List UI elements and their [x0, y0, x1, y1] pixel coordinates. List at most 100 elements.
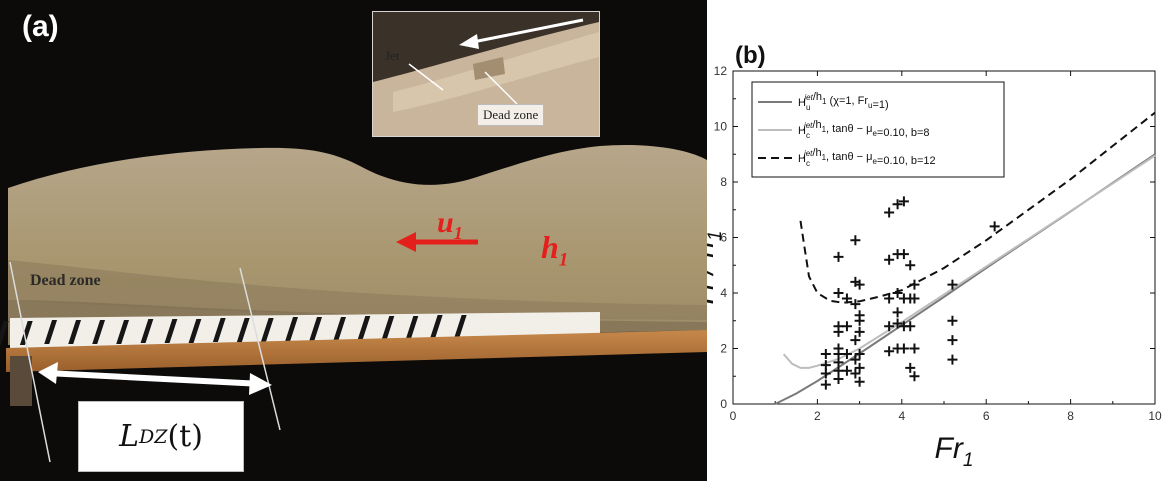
y-tick-label: 8	[720, 175, 727, 189]
channel-wood-edge	[6, 330, 707, 372]
legend-part: , tanθ − μ	[826, 123, 872, 135]
measurement-point	[884, 346, 895, 357]
measurement-point	[820, 349, 831, 360]
chart-axis-labels: Fr1H / h1	[707, 231, 973, 471]
measurement-point	[947, 335, 958, 346]
legend-part: c	[806, 159, 810, 168]
measurement-point	[892, 199, 903, 210]
legend-entry: Hcjet/h1, tanθ − μe=0.10, b=8	[798, 119, 930, 140]
x-tick-label: 2	[814, 409, 821, 423]
measurement-point	[850, 335, 861, 346]
legend-entry: Hcjet/h1, tanθ − μe=0.10, b=12	[798, 147, 936, 168]
depth-label-sub: 1	[558, 249, 569, 271]
legend-part: H	[798, 97, 806, 109]
measurement-point	[850, 354, 861, 365]
measurement-point	[884, 293, 895, 304]
measurement-point	[909, 343, 920, 354]
y-tick-label: 2	[720, 342, 727, 356]
measurement-point	[854, 279, 865, 290]
measurement-point	[892, 288, 903, 298]
measurement-point	[820, 379, 831, 390]
depth-label: h1	[541, 229, 568, 271]
y-tick-label: 12	[714, 64, 728, 78]
legend-part: e	[872, 129, 877, 138]
measurement-point	[833, 251, 844, 262]
chart-markers	[820, 196, 1000, 390]
legend-part: =1)	[872, 99, 888, 111]
x-tick-label: 0	[730, 409, 737, 423]
measurement-point	[841, 365, 852, 376]
measurement-point	[820, 368, 831, 379]
measurement-point	[854, 376, 865, 387]
legend-part: H	[798, 153, 806, 165]
legend-part: H	[798, 125, 806, 137]
legend-part: /h	[812, 119, 821, 131]
ldz-sub: DZ	[139, 425, 168, 448]
flow-photo: Jet Dead zone (a) u1 h1 Dead zone L DZ (t)	[0, 0, 707, 481]
velocity-label-sub: 1	[453, 223, 463, 243]
measurement-point	[854, 349, 865, 360]
legend-part: u	[806, 103, 810, 112]
measurement-point	[854, 362, 865, 373]
measurement-point	[947, 279, 958, 290]
legend-part: , tanθ − μ	[826, 151, 872, 163]
legend-part: /h	[812, 147, 821, 159]
ldz-arrow	[38, 362, 272, 395]
measurement-point	[833, 326, 844, 337]
measurement-point	[905, 362, 916, 373]
measurement-point	[841, 321, 852, 332]
measurement-point	[833, 288, 844, 298]
velocity-label-main: u	[437, 206, 454, 239]
y-axis-label-sub: 1	[707, 231, 726, 242]
measurement-point	[850, 368, 861, 379]
legend-part: c	[806, 131, 810, 140]
x-tick-label: 6	[983, 409, 990, 423]
x-tick-label: 10	[1148, 409, 1162, 423]
series-line-2	[782, 154, 1156, 369]
ldz-main: L	[119, 419, 139, 454]
measurement-point	[898, 343, 909, 354]
legend-part: e	[872, 157, 877, 166]
legend-part: jet	[803, 93, 813, 102]
ruler-marks	[0, 315, 467, 345]
x-axis-label-main: Fr	[935, 432, 964, 465]
y-tick-label: 6	[720, 231, 727, 245]
panel-b-label: (b)	[735, 42, 766, 69]
measurement-point	[892, 307, 903, 318]
ldz-label: L DZ (t)	[78, 401, 244, 472]
measurement-point	[854, 326, 865, 337]
y-tick-label: 0	[720, 397, 727, 411]
chart-axes: 0 2 4 6 8 10 0 2 4 6 8 10 12	[714, 64, 1162, 423]
flow-direction-arrow	[396, 232, 478, 252]
measurement-point	[989, 221, 1000, 232]
measurement-point	[909, 293, 920, 304]
series-line-1	[774, 153, 1156, 405]
legend-part: =0.10, b=8	[877, 127, 930, 139]
x-tick-label: 4	[898, 409, 905, 423]
measurement-point	[850, 235, 861, 246]
measurement-point	[884, 254, 895, 265]
legend-part: jet	[803, 149, 813, 158]
legend-part: 1	[822, 153, 827, 162]
ldz-suffix: (t)	[167, 419, 203, 454]
x-axis-label-sub: 1	[963, 450, 974, 471]
y-tick-label: 10	[714, 120, 728, 134]
legend-part: u	[868, 101, 872, 110]
chart-series	[774, 111, 1156, 405]
measurement-point	[841, 293, 852, 304]
measurement-point	[947, 315, 958, 326]
measurement-point	[898, 196, 909, 207]
measurement-point	[905, 260, 916, 271]
measurement-point	[947, 354, 958, 365]
legend-part: /h	[813, 91, 822, 103]
dead-zone-label: Dead zone	[30, 272, 101, 289]
legend-box	[751, 81, 1005, 178]
legend-part: =0.10, b=12	[877, 155, 936, 167]
inset-photo: Jet Dead zone	[372, 11, 600, 137]
x-tick-label: 8	[1067, 409, 1074, 423]
measurement-point	[884, 321, 895, 332]
velocity-label: u1	[437, 206, 463, 244]
measurement-point	[898, 249, 909, 260]
legend-part: (χ=1, Fr	[827, 95, 869, 107]
